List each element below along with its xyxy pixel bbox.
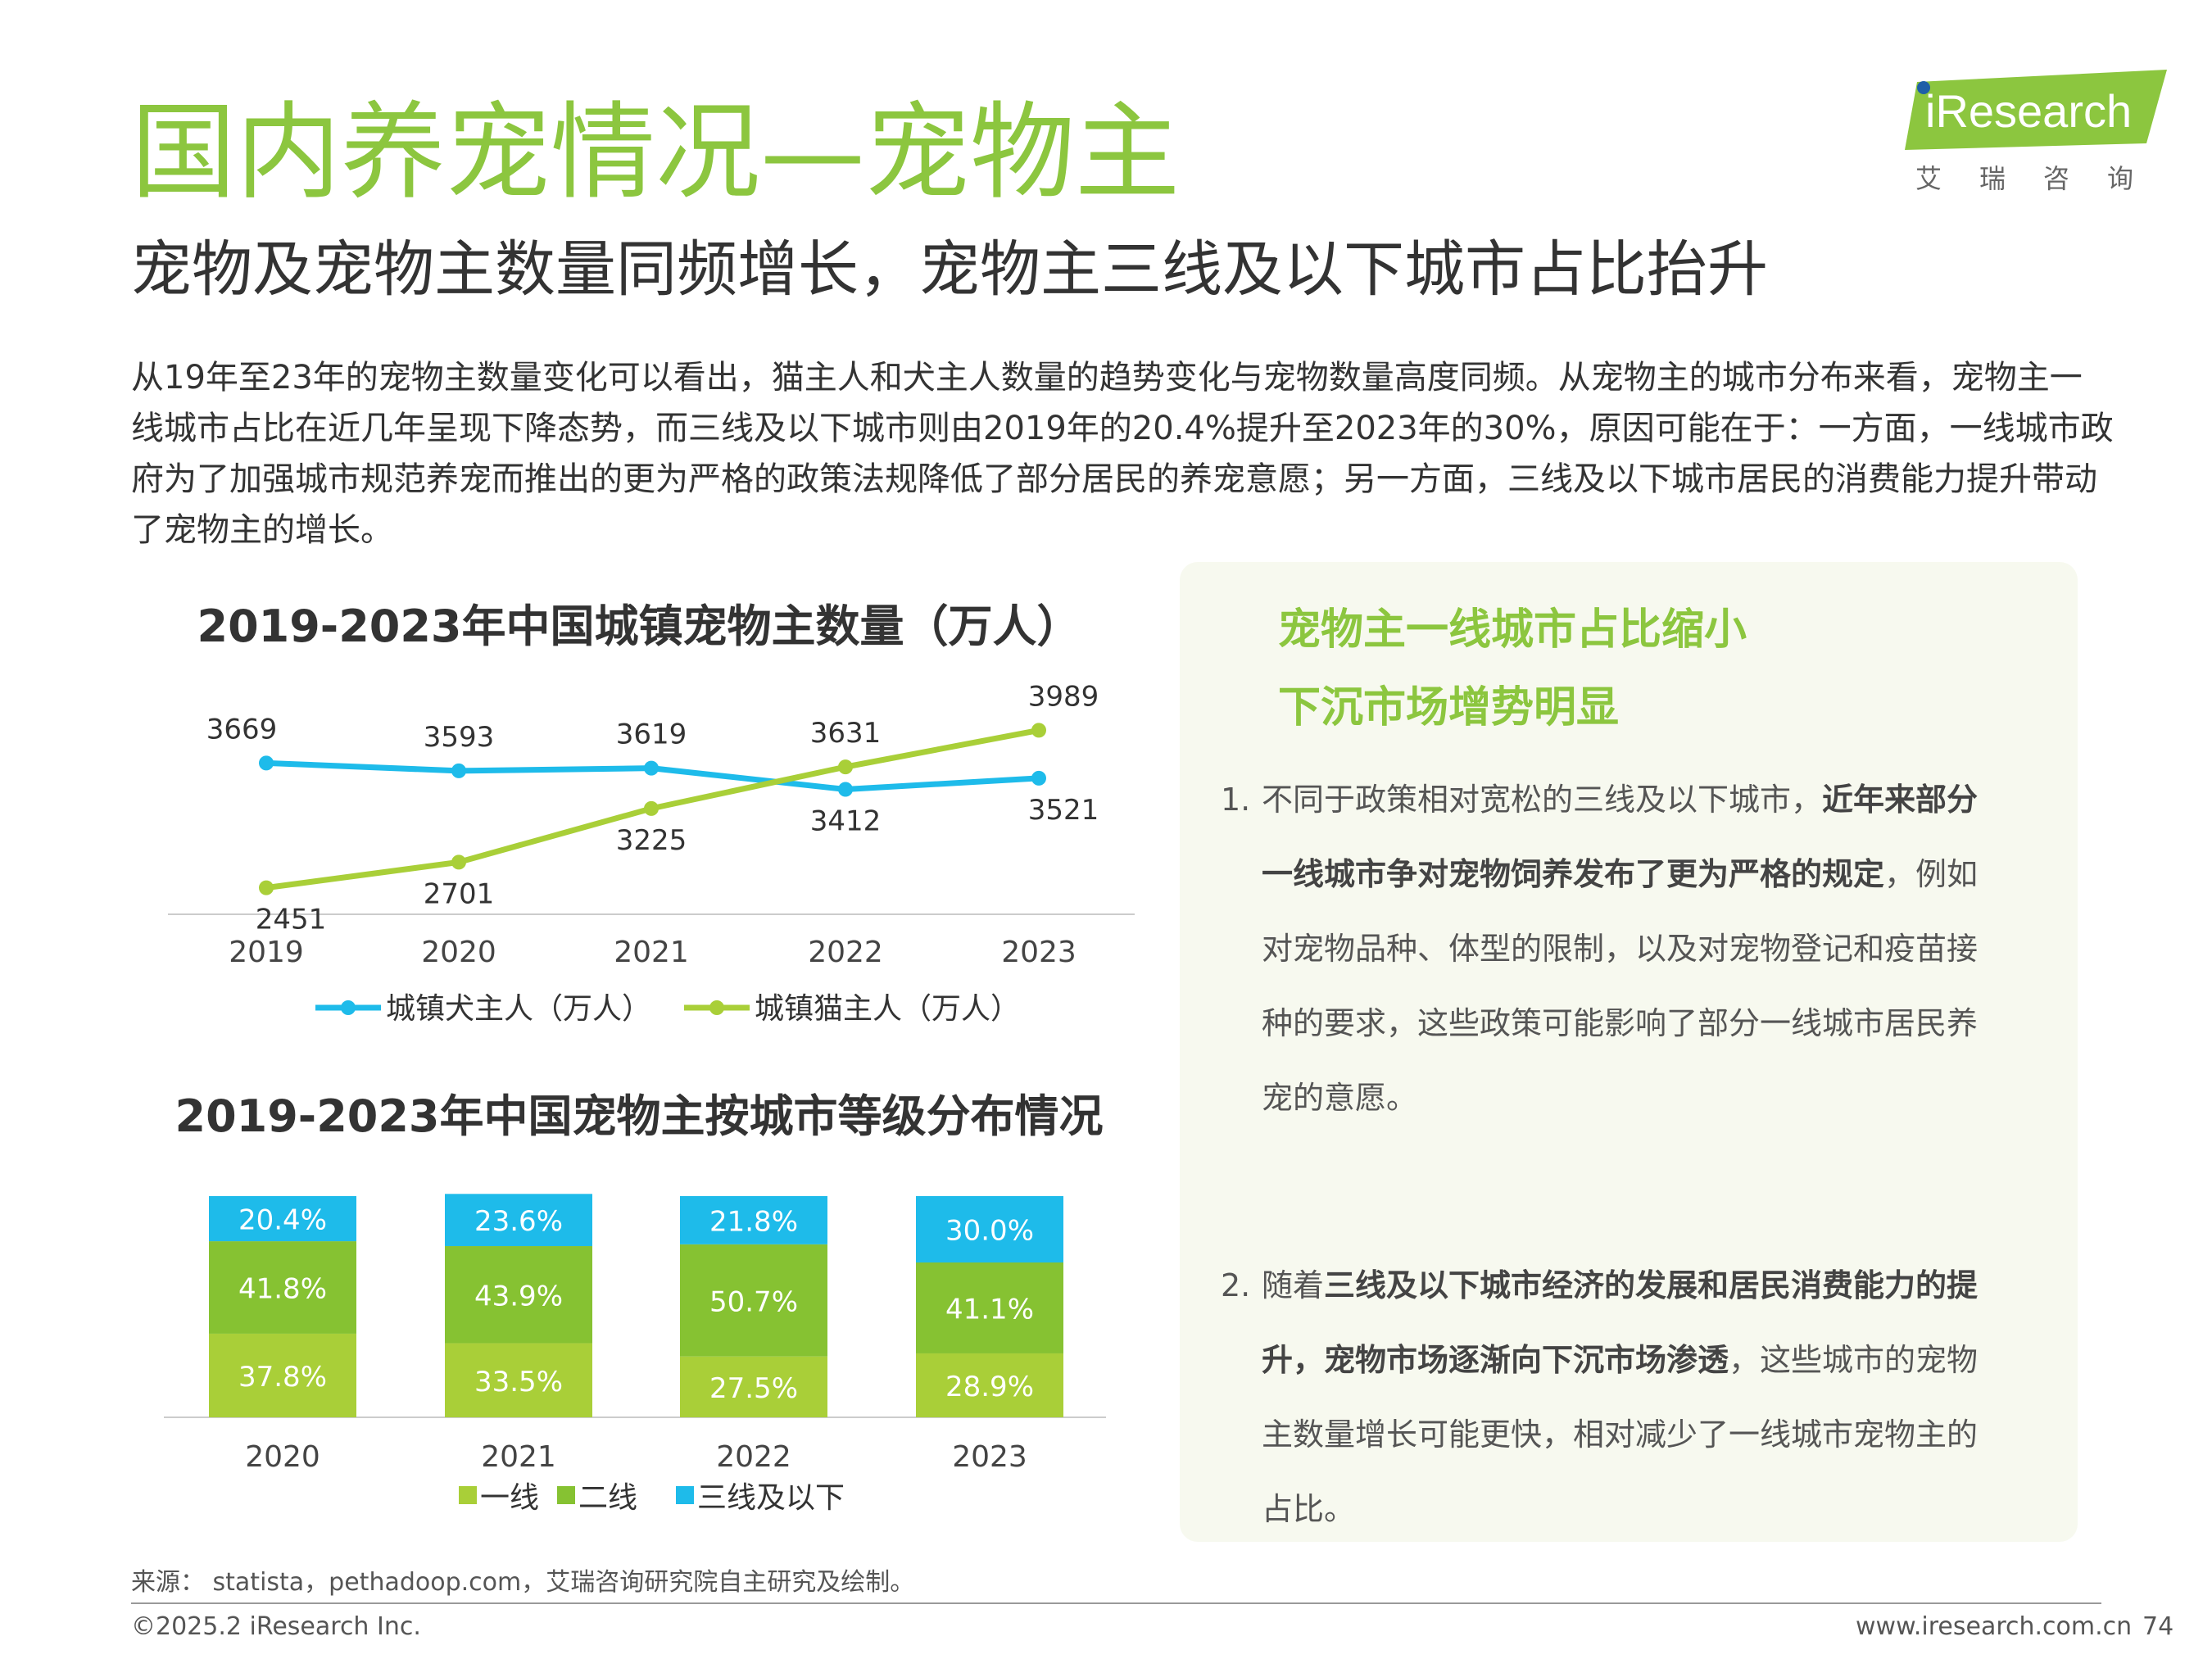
- x-tick-label: 2021: [614, 936, 689, 969]
- data-point-dog: [838, 782, 853, 797]
- x-tick-label: 2023: [952, 1440, 1027, 1474]
- data-label-cat: 3631: [810, 717, 882, 750]
- logo-wordmark: iResearch: [1925, 85, 2133, 137]
- data-label-cat: 2701: [424, 877, 495, 910]
- legend-label: 二线: [578, 1481, 637, 1515]
- bar-segment-tier2: [445, 1246, 592, 1344]
- x-tick-label: 2023: [1001, 936, 1077, 969]
- data-point-dog: [644, 760, 659, 776]
- data-point-dog: [1031, 770, 1046, 786]
- data-label-dog: 3593: [424, 721, 495, 754]
- logo-banner-icon: [1905, 70, 2167, 150]
- point-1-emphasis: 近年来部分一线城市争对宠物饲养发布了更为严格的规定: [1262, 782, 1979, 892]
- legend-item-tier1: 一线: [459, 1481, 539, 1515]
- footer-divider: [131, 1602, 2101, 1604]
- page-title: 国内养宠情况—宠物主: [131, 92, 1181, 214]
- bar-segment-tier1: [209, 1333, 356, 1417]
- bar-value-label: 23.6%: [474, 1205, 563, 1238]
- bar-segment-tier2: [916, 1262, 1063, 1353]
- legend-marker: [709, 1000, 724, 1015]
- page-number: 74: [2142, 1612, 2174, 1641]
- insight-point-1: 1. 不同于政策相对宽松的三线及以下城市，近年来部分一线城市争对宠物饲养发布了更为…: [1221, 763, 1991, 1135]
- data-label-dog: 3619: [616, 718, 687, 751]
- data-point-cat: [644, 800, 659, 816]
- legend-marker: [341, 1000, 356, 1015]
- iresearch-logo: iResearch 艾瑞咨询: [1901, 70, 2171, 201]
- website-link[interactable]: www.iresearch.com.cn: [1856, 1612, 2133, 1641]
- data-label-cat: 3225: [616, 824, 687, 857]
- point-1-text: 不同于政策相对宽松的三线及以下城市，: [1262, 782, 1823, 818]
- legend-swatch: [459, 1486, 477, 1504]
- data-point-dog: [259, 755, 274, 771]
- bar-value-label: 41.8%: [238, 1273, 327, 1306]
- legend-item-cat-owners: 城镇猫主人（万人）: [684, 992, 1020, 1026]
- bar-segment-tier1: [445, 1343, 592, 1417]
- bar-segment-tier3-below: [209, 1196, 356, 1242]
- legend-item-dog-owners: 城镇犬主人（万人）: [315, 992, 651, 1026]
- x-tick-label: 2021: [481, 1440, 556, 1474]
- bar-value-label: 20.4%: [238, 1204, 327, 1237]
- page-subtitle: 宠物及宠物主数量同频增长，宠物主三线及以下城市占比抬升: [131, 234, 1768, 305]
- legend-item-tier2: 二线: [557, 1481, 637, 1515]
- data-label-dog: 3412: [810, 805, 882, 838]
- bar-value-label: 50.7%: [709, 1285, 798, 1318]
- x-tick-label: 2020: [421, 936, 496, 969]
- point-2-emphasis: 三线及以下城市经济的发展和居民消费能力的提升，宠物市场逐渐向下沉市场渗透: [1262, 1267, 1979, 1378]
- legend-label: 城镇猫主人（万人）: [755, 992, 1020, 1026]
- point-2-number: 2.: [1221, 1267, 1251, 1303]
- bar-value-label: 30.0%: [945, 1215, 1034, 1248]
- legend-label: 城镇犬主人（万人）: [386, 992, 651, 1026]
- bar-segment-tier3-below: [680, 1196, 827, 1244]
- panel-heading-1: 宠物主一线城市占比缩小: [1278, 605, 1747, 655]
- data-point-cat: [259, 880, 274, 895]
- bar-segment-tier2: [680, 1244, 827, 1357]
- bar-value-label: 37.8%: [238, 1361, 327, 1394]
- insight-point-2: 2. 随着三线及以下城市经济的发展和居民消费能力的提升，宠物市场逐渐向下沉市场渗透…: [1221, 1249, 1991, 1547]
- data-label-cat: 3989: [1028, 680, 1099, 713]
- bar-chart-title: 2019-2023年中国宠物主按城市等级分布情况: [175, 1090, 1104, 1142]
- data-point-cat: [451, 854, 466, 870]
- logo-chinese-name: 艾瑞咨询: [1915, 163, 2172, 194]
- bar-segment-tier1: [680, 1356, 827, 1417]
- bar-value-label: 41.1%: [945, 1293, 1034, 1326]
- pet-owner-line-chart: 2019 2020 2021 2022 2023 3669 2451 3593 2701 3619…: [168, 680, 1135, 1026]
- legend-item-tier3-below: 三线及以下: [676, 1481, 845, 1515]
- bar-value-label: 33.5%: [474, 1366, 563, 1398]
- point-1-text-end: ，例如对宠物品种、体型的限制，以及对宠物登记和疫苗接种的要求，这些政策可能影响了…: [1262, 856, 1979, 1116]
- city-tier-bar-chart: 37.8% 41.8% 20.4% 2020 33.5% 43.9% 23.6% 2021 27…: [164, 1194, 1106, 1515]
- legend-swatch: [676, 1486, 694, 1504]
- bar-segment-tier3-below: [445, 1194, 592, 1247]
- copyright: ©2025.2 iResearch Inc.: [131, 1612, 421, 1641]
- panel-heading-2: 下沉市场增势明显: [1278, 683, 1620, 732]
- legend-label: 三线及以下: [697, 1481, 845, 1515]
- data-point-dog: [451, 763, 466, 778]
- point-1-number: 1.: [1221, 782, 1251, 818]
- data-label-dog: 3669: [206, 713, 278, 746]
- bar-value-label: 28.9%: [945, 1371, 1034, 1403]
- x-tick-label: 2019: [229, 936, 304, 969]
- line-chart-title: 2019-2023年中国城镇宠物主数量（万人）: [197, 601, 1081, 652]
- data-label-dog: 3521: [1028, 794, 1099, 827]
- data-point-cat: [838, 759, 853, 775]
- x-tick-label: 2020: [245, 1440, 320, 1474]
- source-note: 来源： statista，pethadoop.com，艾瑞咨询研究院自主研究及绘…: [131, 1568, 915, 1597]
- bar-value-label: 43.9%: [474, 1280, 563, 1312]
- data-point-cat: [1031, 723, 1046, 738]
- point-2-text-end: ，这些城市的宠物主数量增长可能更快，相对减少了一线城市宠物主的占比。: [1262, 1342, 1979, 1527]
- x-tick-label: 2022: [716, 1440, 791, 1474]
- data-label-cat: 2451: [256, 904, 327, 936]
- point-2-text: 随着: [1262, 1267, 1325, 1303]
- legend-swatch: [557, 1486, 575, 1504]
- bar-segment-tier2: [209, 1241, 356, 1334]
- intro-paragraph: 从19年至23年的宠物主数量变化可以看出，猫主人和犬主人数量的趋势变化与宠物数量…: [131, 359, 2114, 549]
- bar-segment-tier1: [916, 1353, 1063, 1417]
- bar-value-label: 27.5%: [709, 1372, 798, 1405]
- bar-value-label: 21.8%: [709, 1205, 798, 1238]
- bar-segment-tier3-below: [916, 1196, 1063, 1262]
- insight-panel: 宠物主一线城市占比缩小 下沉市场增势明显 1. 不同于政策相对宽松的三线及以下城市…: [1180, 562, 2078, 1542]
- x-tick-label: 2022: [808, 936, 883, 969]
- legend-label: 一线: [480, 1481, 539, 1515]
